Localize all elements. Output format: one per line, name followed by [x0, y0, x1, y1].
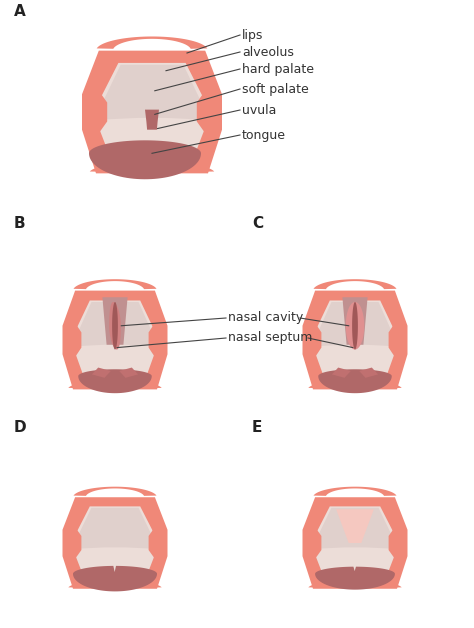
Polygon shape — [309, 527, 321, 559]
Polygon shape — [149, 323, 161, 357]
Polygon shape — [313, 279, 396, 289]
Polygon shape — [359, 367, 378, 378]
Polygon shape — [101, 65, 202, 119]
Text: uvula: uvula — [242, 104, 276, 117]
Text: B: B — [14, 216, 26, 231]
Text: E: E — [252, 420, 263, 435]
Polygon shape — [346, 302, 364, 350]
Polygon shape — [90, 161, 214, 172]
Polygon shape — [308, 380, 401, 388]
Polygon shape — [82, 51, 222, 173]
Polygon shape — [332, 367, 351, 378]
Polygon shape — [149, 527, 161, 559]
Polygon shape — [309, 323, 321, 357]
Polygon shape — [68, 580, 162, 588]
Polygon shape — [89, 140, 201, 179]
Polygon shape — [77, 302, 153, 346]
Text: C: C — [252, 216, 263, 231]
Polygon shape — [389, 323, 401, 357]
Text: A: A — [14, 4, 26, 19]
Polygon shape — [317, 302, 393, 346]
Polygon shape — [75, 506, 155, 580]
Polygon shape — [73, 487, 156, 496]
Polygon shape — [315, 566, 395, 590]
Polygon shape — [78, 369, 152, 393]
Polygon shape — [112, 302, 118, 350]
Polygon shape — [69, 527, 82, 559]
Polygon shape — [91, 91, 107, 133]
Polygon shape — [73, 566, 157, 592]
Polygon shape — [68, 380, 162, 388]
Text: lips: lips — [242, 28, 264, 41]
Polygon shape — [98, 63, 206, 161]
Text: tongue: tongue — [242, 129, 286, 141]
Polygon shape — [102, 297, 128, 345]
Text: alveolus: alveolus — [242, 45, 294, 58]
Polygon shape — [352, 302, 358, 350]
Polygon shape — [119, 367, 138, 378]
Polygon shape — [63, 497, 167, 589]
Polygon shape — [92, 367, 111, 378]
Polygon shape — [302, 291, 408, 389]
Text: hard palate: hard palate — [242, 63, 314, 75]
Polygon shape — [63, 291, 167, 389]
Polygon shape — [302, 497, 408, 589]
Polygon shape — [75, 300, 155, 379]
Polygon shape — [389, 527, 401, 559]
Polygon shape — [145, 110, 159, 130]
Polygon shape — [315, 506, 395, 580]
Polygon shape — [73, 279, 156, 289]
Polygon shape — [336, 509, 374, 543]
Polygon shape — [313, 487, 396, 496]
Text: nasal cavity: nasal cavity — [228, 311, 303, 325]
Polygon shape — [318, 369, 392, 393]
Polygon shape — [342, 297, 368, 345]
Polygon shape — [97, 36, 207, 49]
Text: nasal septum: nasal septum — [228, 332, 312, 345]
Polygon shape — [308, 580, 401, 588]
Polygon shape — [315, 300, 395, 379]
Polygon shape — [109, 302, 121, 350]
Text: soft palate: soft palate — [242, 82, 309, 95]
Text: D: D — [14, 420, 27, 435]
Polygon shape — [317, 508, 393, 549]
Polygon shape — [69, 323, 82, 357]
Polygon shape — [77, 508, 153, 549]
Polygon shape — [197, 91, 214, 133]
